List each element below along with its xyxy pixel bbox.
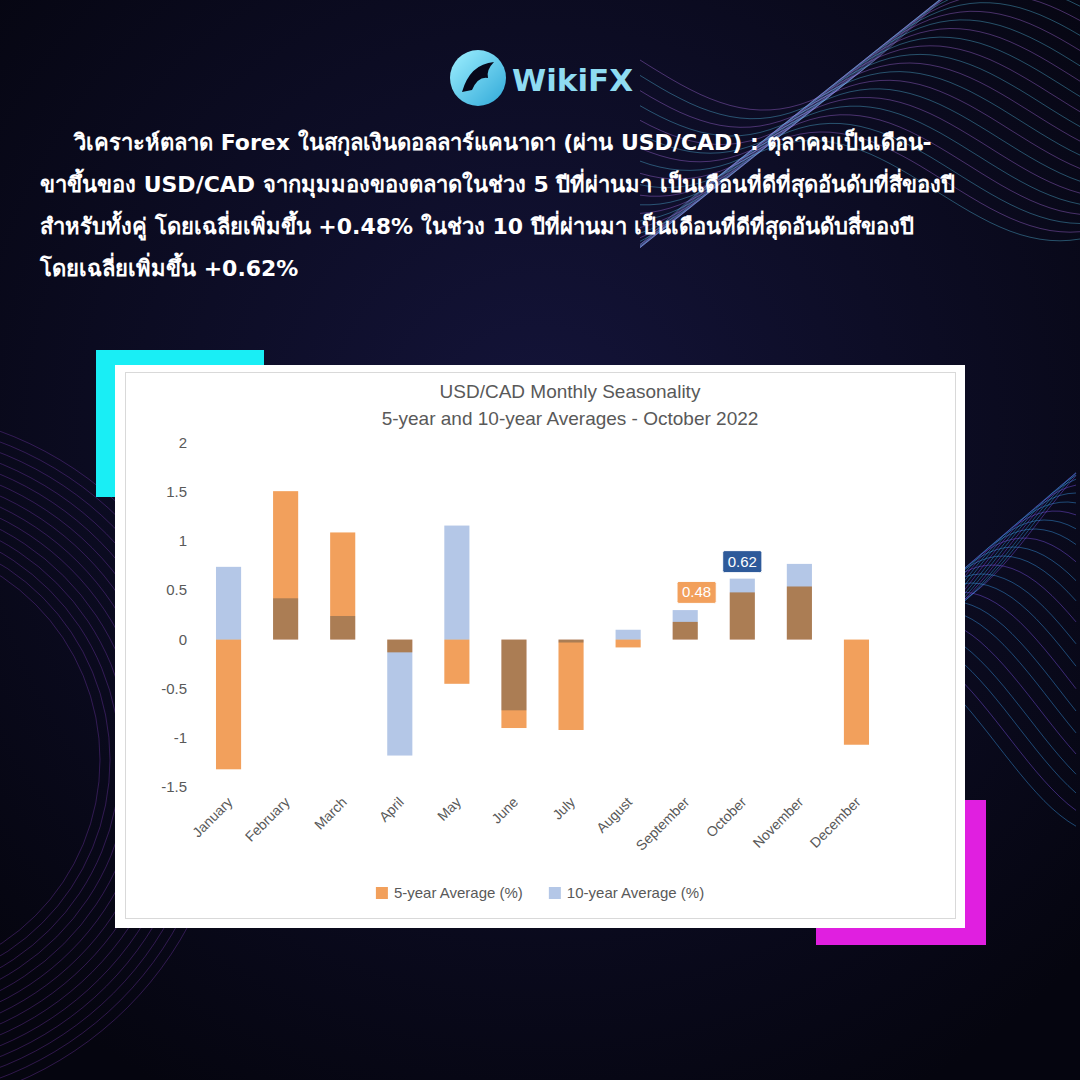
series-bars: [216, 526, 812, 756]
bar: [844, 639, 869, 640]
decor-wave: [640, 0, 1080, 110]
legend-label: 5-year Average (%): [394, 884, 523, 901]
legend-swatch: [549, 887, 561, 899]
data-label-text: 0.62: [728, 553, 757, 570]
decor-arc: [0, 520, 120, 1000]
bar: [616, 640, 641, 648]
x-tick-label: December: [807, 794, 864, 851]
chart: USD/CAD Monthly Seasonality 5-year and 10…: [115, 365, 965, 928]
y-tick-label: 2: [179, 434, 187, 451]
chart-title: USD/CAD Monthly Seasonality: [440, 381, 701, 402]
bar: [730, 579, 755, 640]
legend-swatch: [376, 887, 388, 899]
logo-eagle: [462, 62, 494, 92]
bar: [330, 616, 355, 640]
intro-line: โดยเฉลี่ยเพิ่มขึ้น +0.62%: [40, 248, 1040, 290]
x-tick-label: January: [189, 794, 236, 841]
bar: [216, 640, 241, 770]
y-tick-label: -0.5: [161, 680, 187, 697]
y-tick-label: 1: [179, 532, 187, 549]
decor-arc: [0, 540, 100, 980]
bar: [216, 567, 241, 640]
bar: [273, 491, 298, 639]
logo-icon: [450, 50, 506, 106]
x-tick-label: September: [633, 794, 693, 854]
y-tick-label: 0: [179, 631, 187, 648]
chart-background: [115, 365, 965, 928]
data-label-box: [723, 551, 762, 573]
data-label-box: [677, 581, 716, 603]
decor-wave: [640, 11, 1080, 196]
decor-arc: [0, 530, 110, 990]
logo: WikiFX: [0, 0, 1080, 120]
x-tick-label: November: [750, 794, 807, 851]
bar: [273, 598, 298, 639]
background-fill: [0, 0, 1080, 1080]
bar: [444, 640, 469, 684]
intro-line: สำหรับทั้งคู่ โดยเฉลี่ยเพิ่มขึ้น +0.48% …: [40, 206, 1040, 248]
intro-text: วิเคราะห์ตลาด Forex ในสกุลเงินดอลลาร์แคน…: [40, 122, 1040, 290]
bar: [558, 640, 583, 643]
x-tick-label: June: [488, 794, 521, 827]
y-tick-label: -1: [174, 729, 187, 746]
bar: [844, 640, 869, 745]
legend: 5-year Average (%) 10-year Average (%): [376, 884, 704, 901]
legend-label: 10-year Average (%): [567, 884, 704, 901]
y-tick-label: -1.5: [161, 778, 187, 795]
bar: [673, 610, 698, 639]
y-tick-label: 0.5: [166, 581, 187, 598]
legend-item: 10-year Average (%): [549, 884, 704, 901]
legend-item: 5-year Average (%): [376, 884, 523, 901]
x-tick-label: May: [434, 794, 464, 824]
bar: [501, 640, 526, 728]
x-tick-label: April: [376, 794, 407, 825]
chart-border: [126, 373, 956, 919]
chart-subtitle: 5-year and 10-year Averages - October 20…: [382, 408, 759, 429]
bar: [330, 532, 355, 639]
intro-line: วิเคราะห์ตลาด Forex ในสกุลเงินดอลลาร์แคน…: [40, 122, 1040, 164]
y-tick-label: 1.5: [166, 483, 187, 500]
x-tick-label: August: [593, 794, 635, 836]
x-tick-label: March: [311, 794, 350, 833]
bar: [787, 564, 812, 640]
bars: [216, 491, 869, 769]
intro-line: ขาขึ้นของ USD/CAD จากมุมมองของตลาดในช่วง…: [40, 164, 1040, 206]
data-label: 0.48: [677, 581, 716, 603]
bar: [444, 526, 469, 640]
bar: [501, 640, 526, 711]
series-bars: [216, 491, 869, 769]
x-tick-label: July: [549, 794, 578, 823]
bar: [616, 630, 641, 640]
bar: [387, 640, 412, 756]
x-tick-label: October: [703, 794, 750, 841]
brand: WikiFX: [512, 62, 633, 98]
data-label: 0.62: [723, 551, 762, 573]
decor-arc: [0, 510, 130, 1010]
x-tick-label: February: [242, 794, 293, 845]
data-label-text: 0.48: [682, 583, 711, 600]
decor-wave: [640, 0, 1080, 145]
bar: [558, 640, 583, 730]
